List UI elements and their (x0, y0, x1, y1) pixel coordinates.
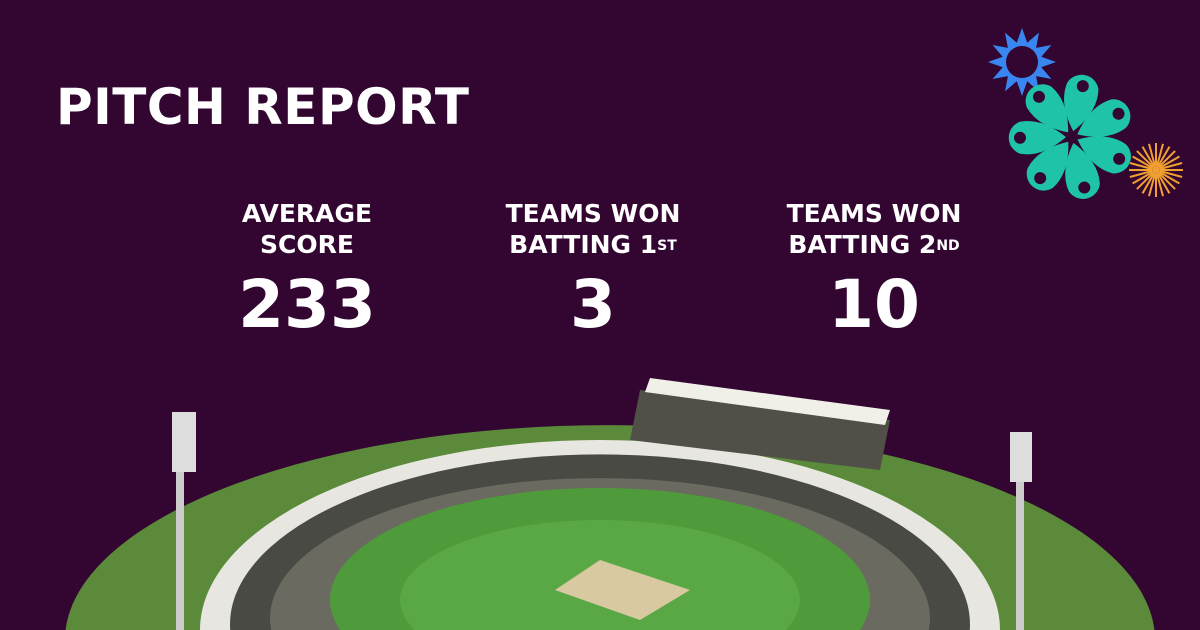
stat-label: TEAMS WON BATTING 2ND (786, 199, 962, 259)
starburst-icon (1129, 143, 1183, 197)
flower-icon (1008, 74, 1131, 199)
stat-label: TEAMS WON BATTING 1ST (505, 199, 681, 259)
stat-label: AVERAGE SCORE (241, 199, 373, 259)
stat-value: 233 (238, 266, 376, 343)
stat-average-score: AVERAGE SCORE 233 (177, 198, 437, 348)
stat-value: 10 (828, 266, 920, 343)
stat-won-batting-second: TEAMS WON BATTING 2ND 10 (744, 198, 1004, 348)
page-title: PITCH REPORT (56, 78, 470, 136)
stat-won-batting-first: TEAMS WON BATTING 1ST 3 (463, 198, 723, 348)
stadium-image (65, 378, 1155, 630)
stat-value: 3 (570, 266, 616, 343)
sun-icon (988, 28, 1056, 96)
